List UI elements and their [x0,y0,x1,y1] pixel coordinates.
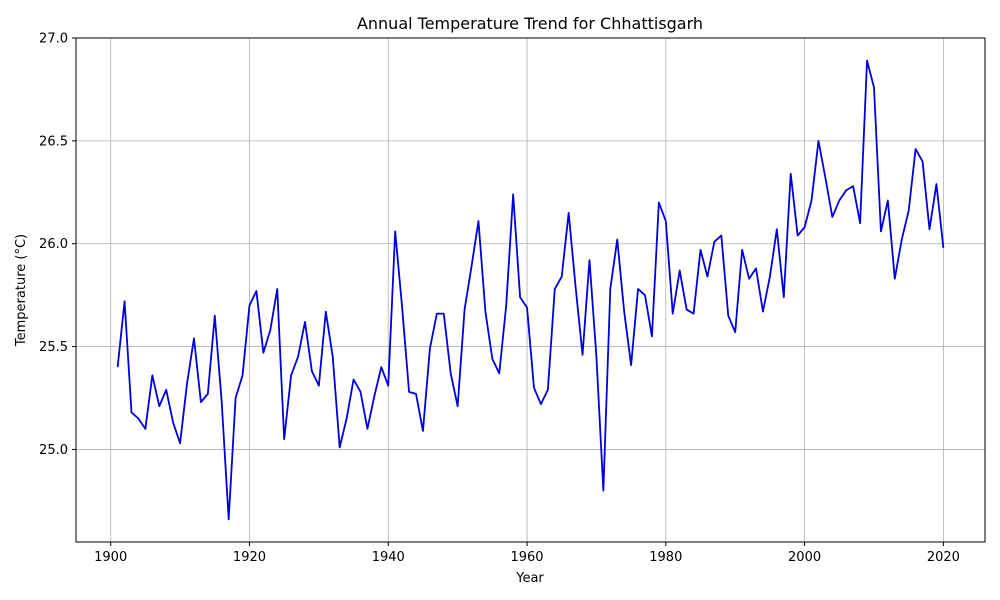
y-tick-label: 26.5 [39,134,68,149]
y-tick-label: 25.5 [39,340,68,355]
y-axis-ticks: 25.0 25.5 26.0 26.5 27.0 [39,32,76,458]
y-axis-label: Temperature (°C) [14,234,29,347]
plot-frame [75,37,986,543]
x-tick-label: 1980 [649,550,682,565]
y-tick-label: 26.0 [39,237,68,252]
x-tick-label: 1960 [510,550,543,565]
x-axis-ticks: 1900 1920 1940 1960 1980 2000 2020 [94,542,960,565]
x-tick-label: 2020 [927,550,960,565]
x-tick-label: 1900 [94,550,127,565]
chart-title: Annual Temperature Trend for Chhattisgar… [357,14,703,33]
temperature-series-line [116,59,945,521]
series-layer [116,59,945,521]
x-tick-label: 2000 [788,550,821,565]
x-axis-label: Year [515,571,544,586]
y-tick-label: 27.0 [39,32,68,47]
x-tick-label: 1940 [372,550,405,565]
y-tick-label: 25.0 [39,443,68,458]
x-tick-label: 1920 [233,550,266,565]
